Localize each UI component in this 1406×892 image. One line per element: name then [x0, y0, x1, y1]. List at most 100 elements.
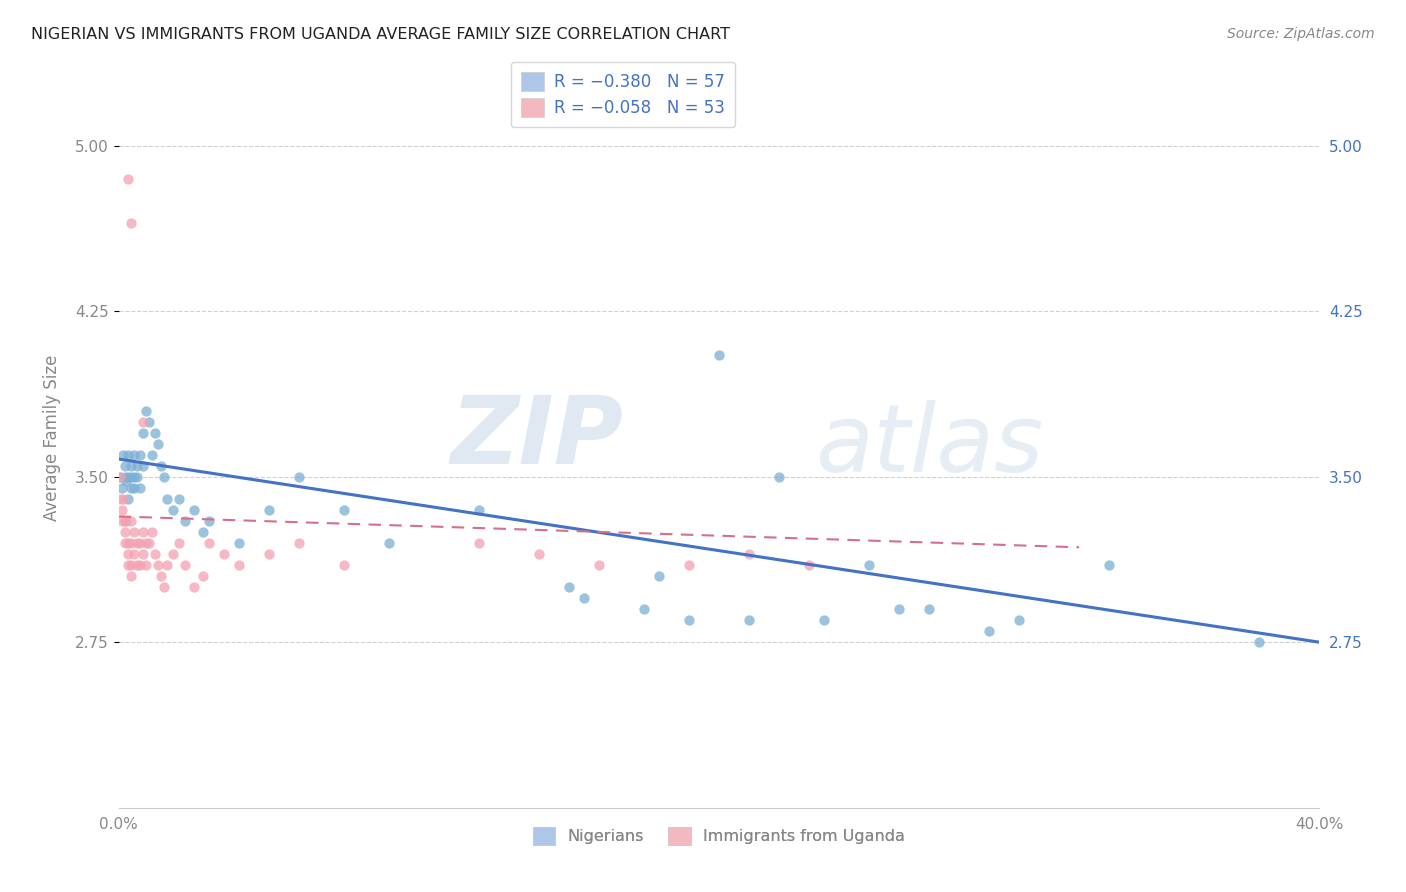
Point — [122, 469, 145, 483]
Point — [128, 481, 150, 495]
Point — [125, 536, 148, 550]
Point — [117, 171, 139, 186]
Point — [558, 580, 581, 594]
Point — [228, 558, 250, 572]
Point — [128, 536, 150, 550]
Point — [173, 514, 195, 528]
Point — [122, 547, 145, 561]
Point — [114, 514, 136, 528]
Point — [117, 491, 139, 506]
Point — [108, 469, 131, 483]
Point — [120, 481, 142, 495]
Point — [149, 458, 172, 473]
Point — [120, 216, 142, 230]
Point — [977, 624, 1000, 639]
Point — [108, 469, 131, 483]
Point — [918, 602, 941, 616]
Point — [228, 536, 250, 550]
Point — [813, 613, 835, 627]
Point — [572, 591, 595, 605]
Point — [468, 536, 491, 550]
Point — [108, 491, 131, 506]
Point — [112, 491, 135, 506]
Point — [143, 425, 166, 440]
Point — [122, 481, 145, 495]
Point — [135, 558, 157, 572]
Point — [173, 558, 195, 572]
Point — [377, 536, 399, 550]
Point — [110, 514, 132, 528]
Point — [120, 558, 142, 572]
Point — [112, 448, 135, 462]
Legend: Nigerians, Immigrants from Uganda: Nigerians, Immigrants from Uganda — [526, 821, 911, 852]
Point — [125, 469, 148, 483]
Point — [152, 469, 174, 483]
Point — [287, 469, 309, 483]
Point — [117, 448, 139, 462]
Point — [1098, 558, 1121, 572]
Point — [125, 558, 148, 572]
Point — [131, 458, 153, 473]
Point — [768, 469, 790, 483]
Point — [738, 613, 761, 627]
Point — [117, 558, 139, 572]
Point — [152, 580, 174, 594]
Point — [797, 558, 820, 572]
Point — [120, 536, 142, 550]
Point — [131, 425, 153, 440]
Point — [678, 558, 700, 572]
Point — [167, 536, 190, 550]
Point — [128, 558, 150, 572]
Point — [117, 469, 139, 483]
Point — [191, 524, 214, 539]
Point — [197, 514, 219, 528]
Point — [156, 558, 179, 572]
Point — [115, 514, 138, 528]
Point — [110, 503, 132, 517]
Point — [162, 547, 184, 561]
Point — [257, 503, 280, 517]
Point — [117, 536, 139, 550]
Point — [707, 348, 730, 362]
Point — [858, 558, 880, 572]
Point — [212, 547, 235, 561]
Point — [117, 547, 139, 561]
Point — [131, 415, 153, 429]
Point — [468, 503, 491, 517]
Point — [128, 448, 150, 462]
Point — [183, 503, 205, 517]
Point — [887, 602, 910, 616]
Point — [114, 469, 136, 483]
Point — [135, 403, 157, 417]
Point — [1008, 613, 1031, 627]
Point — [138, 536, 160, 550]
Point — [332, 558, 354, 572]
Text: Source: ZipAtlas.com: Source: ZipAtlas.com — [1227, 27, 1375, 41]
Point — [143, 547, 166, 561]
Point — [191, 569, 214, 583]
Point — [162, 503, 184, 517]
Point — [146, 436, 169, 450]
Point — [1249, 635, 1271, 649]
Point — [332, 503, 354, 517]
Point — [114, 524, 136, 539]
Point — [257, 547, 280, 561]
Point — [141, 524, 163, 539]
Point — [131, 524, 153, 539]
Point — [138, 415, 160, 429]
Text: NIGERIAN VS IMMIGRANTS FROM UGANDA AVERAGE FAMILY SIZE CORRELATION CHART: NIGERIAN VS IMMIGRANTS FROM UGANDA AVERA… — [31, 27, 730, 42]
Point — [122, 524, 145, 539]
Point — [125, 458, 148, 473]
Point — [114, 458, 136, 473]
Point — [287, 536, 309, 550]
Point — [120, 458, 142, 473]
Point — [115, 474, 138, 488]
Point — [183, 580, 205, 594]
Point — [135, 536, 157, 550]
Point — [120, 514, 142, 528]
Point — [156, 491, 179, 506]
Point — [120, 469, 142, 483]
Point — [110, 481, 132, 495]
Point — [588, 558, 610, 572]
Text: ZIP: ZIP — [450, 392, 623, 484]
